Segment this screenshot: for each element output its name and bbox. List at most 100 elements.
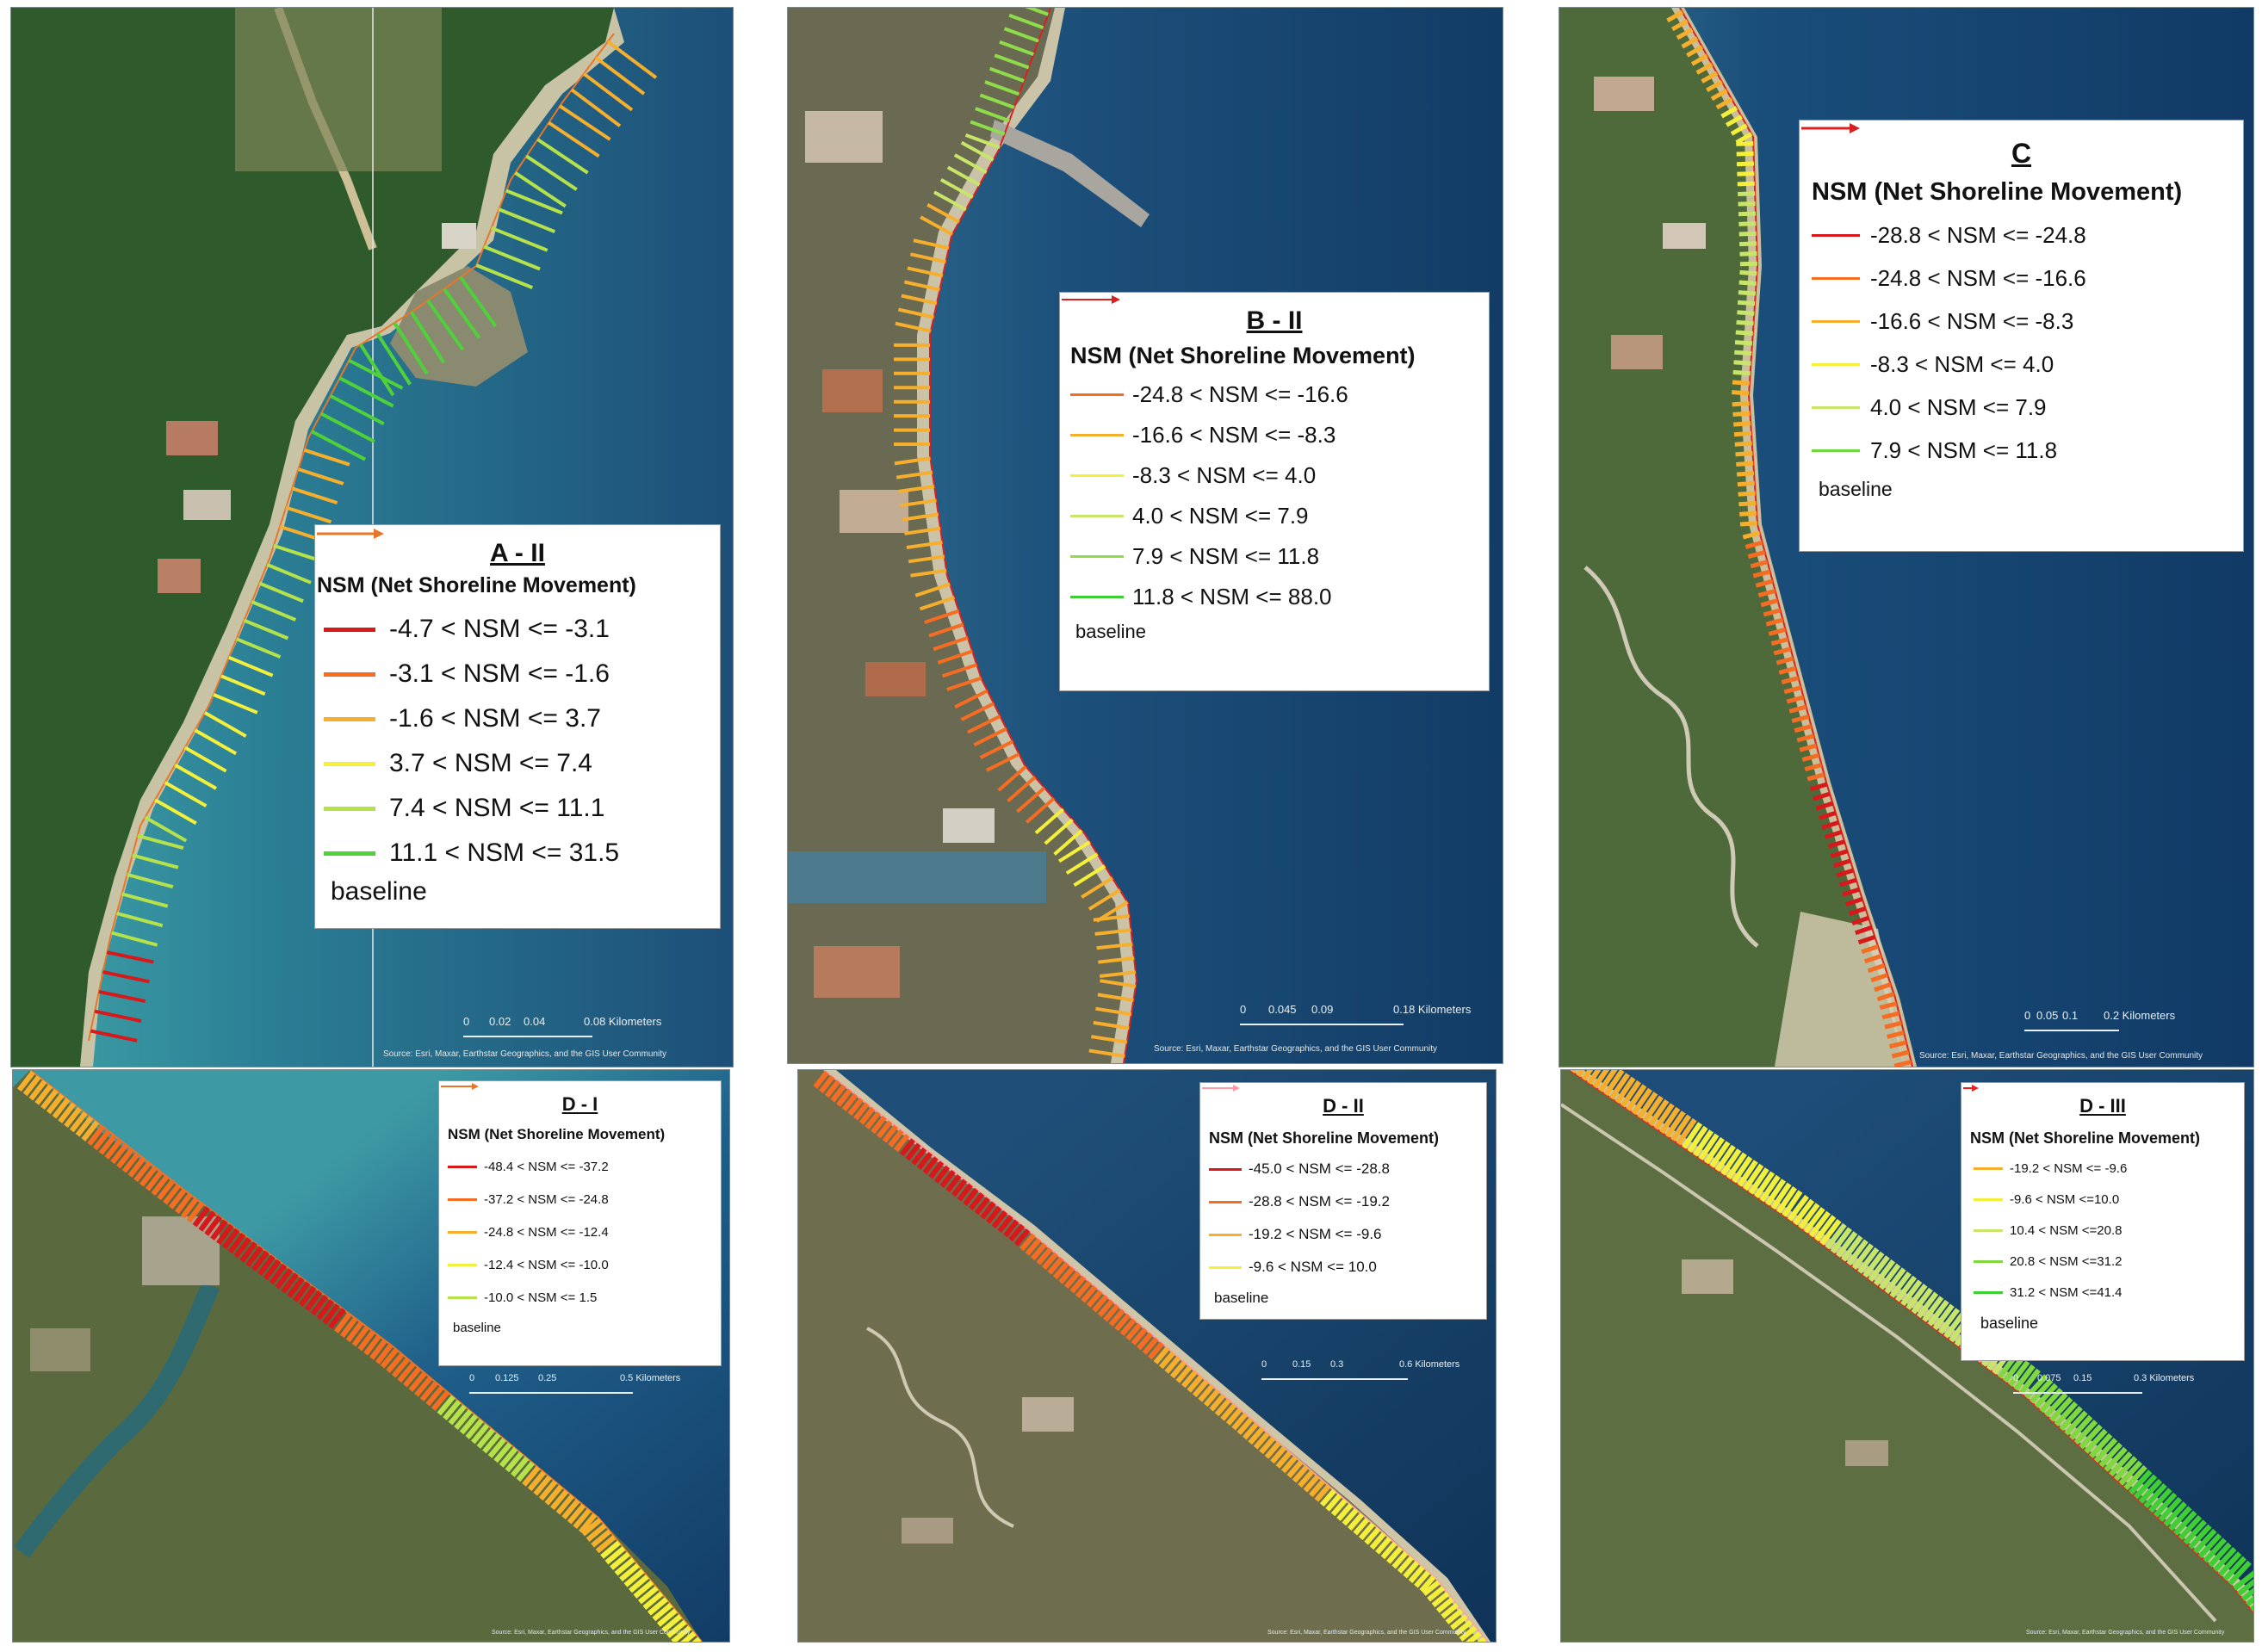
transect-line xyxy=(2153,1492,2178,1518)
transect-line xyxy=(145,1170,164,1191)
transect-line xyxy=(1450,1613,1468,1630)
transect-line xyxy=(133,1160,152,1183)
transect-line xyxy=(34,1084,53,1105)
transect-line xyxy=(858,1106,876,1125)
transect-line xyxy=(1441,1602,1459,1619)
legend-class-row: 7.9 < NSM <= 11.8 xyxy=(1070,536,1489,577)
transect-line xyxy=(1231,1412,1249,1431)
transect-line xyxy=(903,280,940,292)
transect-line xyxy=(311,430,367,461)
transect-line xyxy=(1922,1296,1944,1323)
transect-line xyxy=(1587,1070,1602,1086)
baseline-line xyxy=(88,33,615,1042)
legend-swatch xyxy=(448,1263,477,1266)
transect-line xyxy=(614,1557,635,1576)
transect-line xyxy=(2245,1596,2253,1607)
transect-line xyxy=(1137,1332,1153,1351)
transect-line xyxy=(896,470,933,480)
transect-line xyxy=(493,1442,512,1463)
baseline-arrow-icon xyxy=(317,529,384,539)
transect-line xyxy=(64,1106,82,1129)
transect-line xyxy=(567,1503,586,1525)
scale-bar-d-i: 0 0.125 0.25 0.5 Kilometers xyxy=(469,1373,680,1394)
transect-lines xyxy=(894,8,1138,1063)
transect-line xyxy=(1778,665,1797,675)
transect-line xyxy=(1052,1261,1069,1280)
transect-line xyxy=(1725,114,1743,127)
transect-line xyxy=(137,833,184,851)
transect-line xyxy=(1248,1426,1265,1445)
transect-lines xyxy=(17,1070,703,1642)
transect-line xyxy=(1090,1035,1128,1044)
transect-line xyxy=(397,1362,416,1383)
transect-line xyxy=(87,1124,105,1147)
scale-tick: 0.25 xyxy=(538,1373,557,1383)
transect-line xyxy=(310,1294,329,1316)
transect-line xyxy=(661,1614,683,1633)
baseline-line xyxy=(1679,8,1913,1067)
transect-line xyxy=(98,1134,117,1155)
transect-line xyxy=(960,140,995,162)
transect-line xyxy=(233,1237,251,1259)
legend-class-label: -9.6 < NSM <=10.0 xyxy=(2010,1191,2120,1207)
transect-line xyxy=(2054,1401,2079,1427)
legend-class-label: 11.1 < NSM <= 31.5 xyxy=(389,838,620,867)
scale-tick: 0 xyxy=(1240,1003,1247,1016)
transect-line xyxy=(1025,797,1056,824)
scale-tick: 0 xyxy=(469,1373,475,1383)
transect-line xyxy=(1851,915,1869,925)
legend-class-label: -24.8 < NSM <= -16.6 xyxy=(1132,381,1348,407)
transect-line xyxy=(1576,1070,1585,1078)
baseline-label: baseline xyxy=(1980,1314,2039,1332)
building xyxy=(1611,335,1663,369)
transect-line xyxy=(1737,300,1756,306)
transect-line xyxy=(991,1210,1007,1228)
scale-tick: 0.04 xyxy=(524,1015,546,1028)
transect-line xyxy=(600,1540,621,1559)
map-credit: Source: Esri, Maxar, Earthstar Geographi… xyxy=(383,1049,667,1059)
transect-line xyxy=(1732,369,1751,376)
transect-line xyxy=(922,1156,939,1175)
transect-line xyxy=(1380,1541,1397,1560)
transect-line xyxy=(1798,1203,1820,1230)
transect-line xyxy=(1330,1498,1348,1517)
transect-line xyxy=(1742,530,1761,540)
transect-line xyxy=(904,526,941,535)
legend-class-row: 4.0 < NSM <= 7.9 xyxy=(1070,496,1489,536)
scale-tick: 0.075 xyxy=(2037,1373,2061,1383)
transect-line xyxy=(1788,704,1807,714)
transect-line xyxy=(1676,1117,1697,1146)
transect-line xyxy=(437,1395,455,1416)
transect-line xyxy=(303,448,350,467)
building xyxy=(442,223,476,249)
transect-line xyxy=(1738,221,1757,226)
transect-line xyxy=(1720,106,1738,119)
transect-line xyxy=(2148,1488,2172,1513)
transect-line xyxy=(1706,79,1723,92)
transect-line xyxy=(339,1316,358,1339)
transect-line xyxy=(1073,864,1106,887)
transect-line xyxy=(1198,1383,1215,1402)
transect-line xyxy=(1703,1136,1725,1165)
river xyxy=(14,1281,220,1558)
transect-line xyxy=(963,1187,979,1206)
legend-class-row: -19.2 < NSM <= -9.6 xyxy=(1209,1218,1486,1251)
legend-class-row: -12.4 < NSM <= -10.0 xyxy=(448,1248,721,1281)
transect-line xyxy=(275,1268,293,1290)
transect-line xyxy=(298,1285,317,1308)
transect-line xyxy=(522,1465,541,1487)
transect-line xyxy=(483,244,541,271)
transect-line xyxy=(1836,868,1855,878)
transect-line xyxy=(94,1009,142,1023)
transect-line xyxy=(1770,637,1789,647)
transect-line xyxy=(204,1215,222,1236)
transect-line xyxy=(1894,1275,1918,1302)
transect-line xyxy=(1270,1445,1287,1464)
transect-line xyxy=(1747,549,1766,560)
transect-line xyxy=(1094,928,1131,936)
transect-line xyxy=(1099,970,1137,978)
transect-line xyxy=(610,1551,630,1570)
transect-line xyxy=(2158,1496,2183,1522)
transect-line xyxy=(1325,1494,1342,1512)
coastal-road xyxy=(1561,1103,2217,1623)
